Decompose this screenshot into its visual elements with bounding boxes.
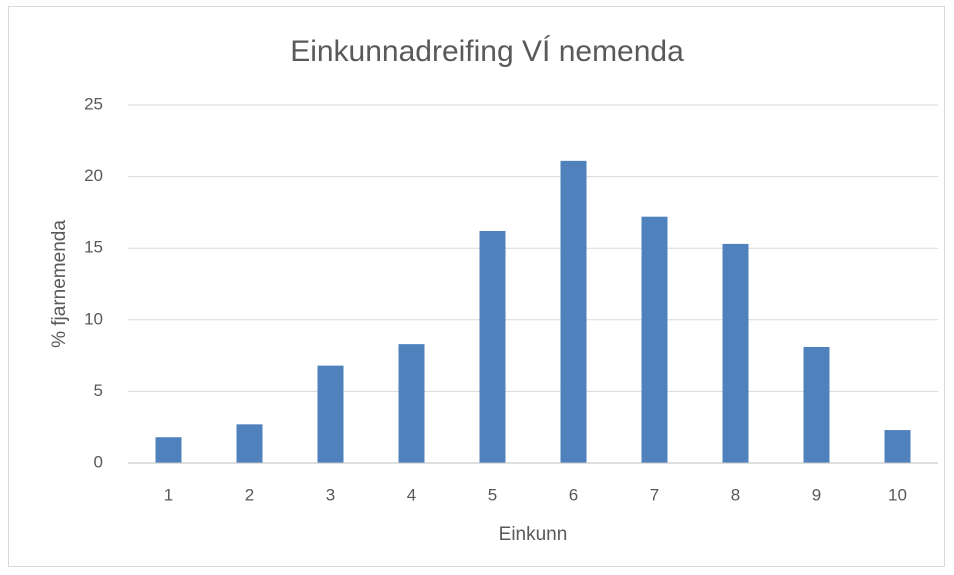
bar [560, 160, 587, 463]
bar [479, 231, 506, 463]
y-axis-label: % fjarnemenda [49, 220, 70, 348]
y-tick-label: 5 [94, 381, 103, 400]
y-tick-label: 0 [94, 452, 103, 471]
x-tick-label: 5 [488, 485, 497, 504]
bar [236, 424, 263, 463]
bar [641, 216, 668, 463]
y-tick-label: 15 [84, 238, 103, 257]
x-tick-label: 8 [731, 485, 740, 504]
bar [317, 365, 344, 463]
x-tick-label: 1 [164, 485, 173, 504]
y-tick-label: 25 [84, 94, 103, 113]
x-tick-label: 7 [650, 485, 659, 504]
x-tick-label: 10 [888, 485, 907, 504]
x-tick-label: 6 [569, 485, 578, 504]
chart-title: Einkunnadreifing VÍ nemenda [290, 35, 684, 68]
bar [155, 437, 182, 463]
x-tick-label: 9 [812, 485, 821, 504]
x-axis-label: Einkunn [499, 524, 568, 545]
bar [722, 243, 749, 463]
x-tick-label: 2 [245, 485, 254, 504]
y-tick-label: 20 [84, 166, 103, 185]
x-tick-label: 4 [407, 485, 416, 504]
y-tick-label: 10 [84, 309, 103, 328]
x-tick-label: 3 [326, 485, 335, 504]
chart-border [8, 6, 945, 567]
bar [884, 430, 911, 463]
bar [803, 347, 830, 463]
bar [398, 344, 425, 463]
